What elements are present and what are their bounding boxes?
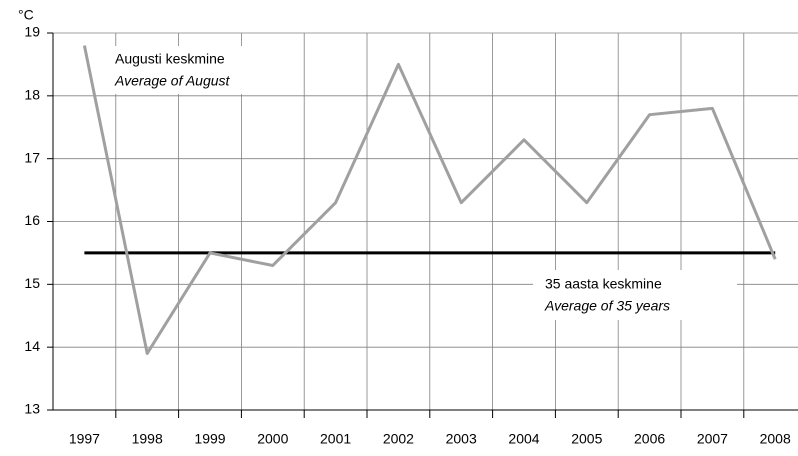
y-tick-label: 18 <box>24 87 40 103</box>
x-tick-label: 2008 <box>760 431 791 447</box>
label-box <box>108 46 268 94</box>
x-tick-label: 2001 <box>320 431 351 447</box>
y-tick-label: 14 <box>24 338 40 354</box>
y-tick-label: 19 <box>24 24 40 40</box>
y-tick-label: 17 <box>24 149 40 165</box>
x-tick-label: 2004 <box>508 431 539 447</box>
legend-label: Average of August <box>114 73 231 89</box>
series-line <box>82 45 777 355</box>
label-box <box>533 270 737 320</box>
x-tick-label: 1999 <box>194 431 225 447</box>
x-tick-label: 2003 <box>446 431 477 447</box>
x-tick-label: 2006 <box>634 431 665 447</box>
x-tick-label: 2005 <box>571 431 602 447</box>
y-tick-label: 15 <box>24 275 40 291</box>
legend-label: Augusti keskmine <box>115 51 225 67</box>
x-tick-label: 2000 <box>257 431 288 447</box>
legend-label: Average of 35 years <box>544 298 670 314</box>
x-tick-label: 1998 <box>132 431 163 447</box>
y-axis-label: °C <box>18 7 34 23</box>
y-tick-label: 16 <box>24 212 40 228</box>
legend-label: 35 aasta keskmine <box>545 276 662 292</box>
x-tick-label: 2002 <box>383 431 414 447</box>
x-tick-label: 1997 <box>69 431 100 447</box>
x-tick-label: 2007 <box>697 431 728 447</box>
y-tick-label: 13 <box>24 401 40 417</box>
